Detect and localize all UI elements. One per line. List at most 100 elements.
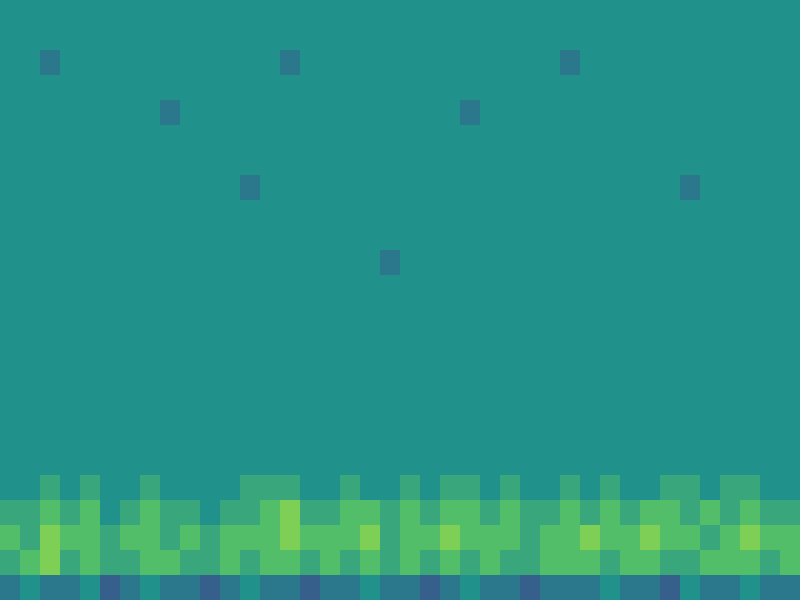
heatmap-cell xyxy=(0,400,21,426)
heatmap-cell xyxy=(400,75,421,101)
heatmap-cell xyxy=(140,225,161,251)
heatmap-cell xyxy=(680,425,701,451)
heatmap-cell xyxy=(560,225,581,251)
heatmap-cell xyxy=(100,225,121,251)
heatmap-cell xyxy=(380,75,401,101)
heatmap-cell xyxy=(780,475,800,501)
heatmap-cell xyxy=(80,0,101,26)
heatmap-cell xyxy=(240,350,261,376)
heatmap-cell xyxy=(20,150,41,176)
heatmap-cell xyxy=(400,225,421,251)
heatmap-cell xyxy=(340,300,361,326)
heatmap-cell xyxy=(660,550,681,576)
heatmap-cell xyxy=(540,250,561,276)
heatmap-cell xyxy=(660,575,681,600)
heatmap-cell xyxy=(80,125,101,151)
heatmap-cell xyxy=(40,275,61,301)
heatmap-cell xyxy=(440,525,461,551)
heatmap-cell xyxy=(200,550,221,576)
heatmap-cell xyxy=(340,350,361,376)
heatmap-cell xyxy=(380,275,401,301)
heatmap-cell xyxy=(280,225,301,251)
heatmap-cell xyxy=(720,475,741,501)
heatmap-cell xyxy=(780,125,800,151)
heatmap-cell xyxy=(220,250,241,276)
heatmap-cell xyxy=(460,475,481,501)
heatmap-cell xyxy=(680,475,701,501)
heatmap-cell xyxy=(620,200,641,226)
heatmap-cell xyxy=(460,100,481,126)
heatmap-cell xyxy=(580,125,601,151)
heatmap-cell xyxy=(520,150,541,176)
heatmap-cell xyxy=(40,300,61,326)
heatmap-cell xyxy=(680,225,701,251)
heatmap-cell xyxy=(460,550,481,576)
heatmap-cell xyxy=(660,375,681,401)
heatmap-cell xyxy=(620,275,641,301)
heatmap-cell xyxy=(100,175,121,201)
heatmap-cell xyxy=(440,450,461,476)
heatmap-cell xyxy=(540,100,561,126)
heatmap-cell xyxy=(760,225,781,251)
heatmap-cell xyxy=(60,0,81,26)
heatmap-cell xyxy=(340,125,361,151)
heatmap-cell xyxy=(600,500,621,526)
heatmap-cell xyxy=(180,300,201,326)
heatmap-cell xyxy=(380,300,401,326)
heatmap-cell xyxy=(680,200,701,226)
heatmap-cell xyxy=(120,500,141,526)
heatmap-cell xyxy=(480,425,501,451)
heatmap-cell xyxy=(40,475,61,501)
heatmap-cell xyxy=(100,75,121,101)
heatmap-cell xyxy=(300,450,321,476)
heatmap-cell xyxy=(760,250,781,276)
heatmap-cell xyxy=(740,250,761,276)
heatmap-cell xyxy=(560,300,581,326)
heatmap-cell xyxy=(600,375,621,401)
heatmap-cell xyxy=(300,275,321,301)
heatmap-cell xyxy=(520,425,541,451)
heatmap-cell xyxy=(540,350,561,376)
heatmap-cell xyxy=(440,100,461,126)
heatmap-cell xyxy=(540,550,561,576)
heatmap-cell xyxy=(380,425,401,451)
heatmap-cell xyxy=(160,250,181,276)
heatmap-cell xyxy=(20,525,41,551)
heatmap-cell xyxy=(260,175,281,201)
heatmap-cell xyxy=(140,525,161,551)
heatmap-cell xyxy=(180,250,201,276)
heatmap-cell xyxy=(520,250,541,276)
heatmap-cell xyxy=(740,100,761,126)
heatmap-cell xyxy=(80,75,101,101)
heatmap-cell xyxy=(180,175,201,201)
heatmap-cell xyxy=(20,100,41,126)
heatmap-cell xyxy=(40,50,61,76)
heatmap-cell xyxy=(320,375,341,401)
heatmap-cell xyxy=(560,100,581,126)
heatmap-cell xyxy=(320,125,341,151)
heatmap-cell xyxy=(720,0,741,26)
heatmap-cell xyxy=(600,525,621,551)
heatmap-cell xyxy=(620,175,641,201)
heatmap-cell xyxy=(20,250,41,276)
heatmap-cell xyxy=(120,450,141,476)
heatmap-cell xyxy=(180,75,201,101)
heatmap-cell xyxy=(160,100,181,126)
heatmap-cell xyxy=(600,25,621,51)
heatmap-cell xyxy=(440,25,461,51)
heatmap-cell xyxy=(120,150,141,176)
heatmap-cell xyxy=(600,150,621,176)
heatmap-cell xyxy=(260,350,281,376)
heatmap-cell xyxy=(580,200,601,226)
heatmap-cell xyxy=(560,275,581,301)
heatmap-cell xyxy=(480,200,501,226)
heatmap-cell xyxy=(460,75,481,101)
heatmap-cell xyxy=(220,125,241,151)
heatmap-cell xyxy=(580,100,601,126)
heatmap-cell xyxy=(660,325,681,351)
heatmap-cell xyxy=(40,375,61,401)
heatmap-cell xyxy=(120,100,141,126)
heatmap-cell xyxy=(500,425,521,451)
heatmap-cell xyxy=(400,450,421,476)
heatmap-cell xyxy=(740,125,761,151)
